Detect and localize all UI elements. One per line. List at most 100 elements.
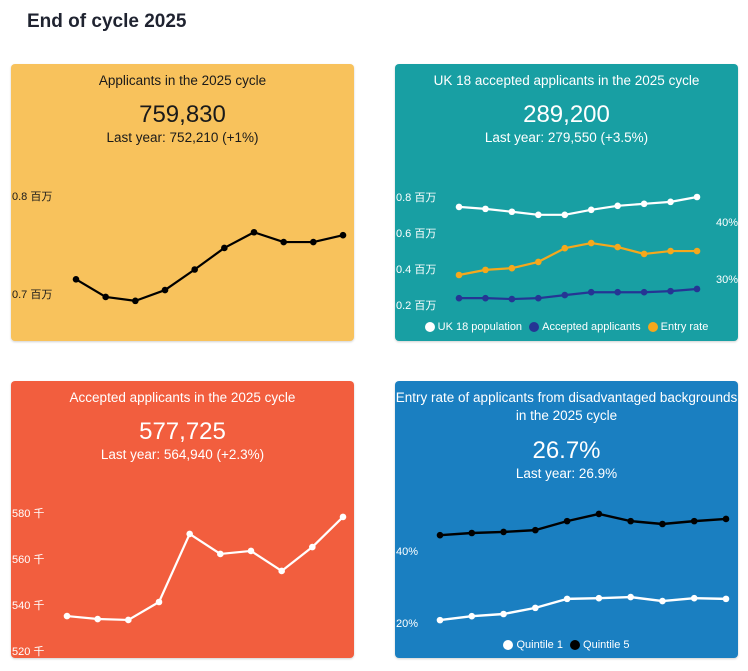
data-point-accepted-applicants-thousands[interactable]: [339, 513, 347, 521]
data-point-applicants-millions[interactable]: [191, 266, 198, 273]
data-point-uk-18-population[interactable]: [482, 205, 489, 213]
data-point-quintile-1[interactable]: [532, 604, 539, 612]
legend-dot-icon: [503, 640, 514, 650]
data-point-uk-18-population[interactable]: [455, 203, 463, 211]
data-point-accepted-applicants-thousands[interactable]: [94, 615, 101, 623]
data-point-quintile-5[interactable]: [722, 515, 730, 523]
data-point-accepted-applicants-thousands[interactable]: [125, 616, 132, 624]
legend-label: Entry rate: [660, 321, 709, 333]
data-point-entry-rate[interactable]: [535, 258, 542, 266]
data-point-accepted-applicants-thousands[interactable]: [278, 567, 285, 575]
data-point-accepted-applicants[interactable]: [508, 295, 516, 303]
data-point-accepted-applicants[interactable]: [587, 288, 595, 296]
headline-value: 26.7%: [532, 437, 601, 464]
legend-label: UK 18 population: [437, 321, 523, 333]
legend-item-quintile-5[interactable]: Quintile 5: [570, 639, 630, 651]
y-tick-label: 540 千: [12, 599, 44, 612]
data-point-entry-rate[interactable]: [561, 244, 569, 252]
y-tick-label: 0.8 百万: [396, 192, 436, 204]
data-point-accepted-applicants[interactable]: [561, 291, 569, 299]
data-point-accepted-applicants-thousands[interactable]: [247, 547, 255, 555]
headline-value: 577,725: [139, 418, 226, 445]
data-point-applicants-millions[interactable]: [339, 231, 347, 239]
data-point-quintile-1[interactable]: [690, 594, 698, 602]
data-point-accepted-applicants-thousands[interactable]: [309, 543, 316, 551]
series-line-accepted-applicants: [459, 287, 698, 301]
data-point-accepted-applicants-thousands[interactable]: [63, 612, 71, 620]
data-point-quintile-5[interactable]: [595, 510, 603, 518]
data-point-quintile-5[interactable]: [436, 531, 444, 539]
data-point-uk-18-population[interactable]: [508, 208, 516, 216]
data-point-quintile-1[interactable]: [627, 593, 634, 601]
data-point-quintile-1[interactable]: [722, 595, 730, 603]
uk18-line-chart: 0.8 百万 0.6 百万 0.4 百万 0.2 百万 40% 30%: [396, 192, 738, 312]
data-point-applicants-millions[interactable]: [221, 244, 228, 252]
chart-legend: Quintile 1 Quintile 5: [395, 639, 738, 653]
data-point-entry-rate[interactable]: [587, 239, 595, 247]
data-point-uk-18-population[interactable]: [561, 211, 569, 219]
y-tick-label: 0.8 百万: [12, 191, 52, 203]
data-point-quintile-5[interactable]: [500, 528, 507, 536]
legend-dot-icon: [529, 322, 540, 332]
data-point-applicants-millions[interactable]: [72, 276, 80, 283]
data-point-entry-rate[interactable]: [693, 247, 701, 255]
data-point-accepted-applicants[interactable]: [640, 288, 648, 296]
data-point-quintile-1[interactable]: [595, 594, 603, 602]
data-point-uk-18-population[interactable]: [640, 200, 648, 208]
data-point-accepted-applicants[interactable]: [693, 285, 701, 293]
data-point-quintile-1[interactable]: [563, 595, 571, 603]
data-point-quintile-1[interactable]: [468, 612, 476, 620]
data-point-quintile-5[interactable]: [659, 520, 666, 528]
legend-label: Quintile 1: [516, 639, 563, 651]
legend-item-uk18-population[interactable]: UK 18 population: [424, 321, 523, 333]
legend-dot-icon: [570, 640, 581, 650]
data-point-applicants-millions[interactable]: [250, 228, 258, 236]
data-point-uk-18-population[interactable]: [535, 211, 542, 219]
legend-item-entry-rate[interactable]: Entry rate: [647, 321, 709, 333]
data-point-accepted-applicants[interactable]: [614, 288, 621, 296]
legend-label: Quintile 5: [583, 639, 630, 651]
quintile-line-chart: 40% 20%: [396, 510, 730, 630]
data-point-quintile-5[interactable]: [627, 517, 634, 525]
data-point-uk-18-population[interactable]: [667, 198, 674, 206]
data-point-applicants-millions[interactable]: [102, 293, 109, 301]
data-point-accepted-applicants[interactable]: [667, 287, 674, 295]
data-point-quintile-1[interactable]: [500, 610, 507, 618]
legend-item-quintile-1[interactable]: Quintile 1: [503, 639, 563, 651]
legend-item-accepted-applicants[interactable]: Accepted applicants: [529, 321, 641, 333]
data-point-applicants-millions[interactable]: [280, 238, 287, 246]
headline-value: 759,830: [139, 101, 226, 128]
y-tick-label: 0.2 百万: [396, 300, 436, 312]
y-tick-label: 580 千: [12, 507, 44, 520]
card-title: Entry rate of applicants from disadvanta…: [395, 390, 738, 423]
data-point-quintile-5[interactable]: [532, 526, 539, 534]
data-point-quintile-1[interactable]: [659, 597, 666, 605]
data-point-quintile-5[interactable]: [563, 517, 571, 525]
legend-dot-icon: [647, 322, 658, 332]
page-title: End of cycle 2025: [27, 11, 187, 32]
data-point-uk-18-population[interactable]: [587, 206, 595, 214]
data-point-applicants-millions[interactable]: [132, 297, 139, 305]
data-point-uk-18-population[interactable]: [614, 202, 621, 210]
data-point-accepted-applicants[interactable]: [482, 294, 489, 302]
data-point-accepted-applicants-thousands[interactable]: [155, 598, 163, 606]
data-point-quintile-5[interactable]: [690, 517, 698, 525]
data-point-entry-rate[interactable]: [667, 247, 674, 255]
data-point-entry-rate[interactable]: [455, 271, 463, 279]
series-line-entry-rate: [458, 241, 697, 277]
y2-tick-label: 40%: [716, 217, 738, 229]
data-point-entry-rate[interactable]: [614, 243, 621, 251]
data-point-accepted-applicants[interactable]: [455, 294, 463, 302]
data-point-applicants-millions[interactable]: [310, 238, 317, 246]
data-point-applicants-millions[interactable]: [161, 286, 169, 294]
data-point-entry-rate[interactable]: [640, 250, 648, 258]
data-point-quintile-5[interactable]: [468, 529, 476, 537]
data-point-entry-rate[interactable]: [508, 264, 516, 272]
data-point-accepted-applicants-thousands[interactable]: [217, 550, 224, 558]
data-point-uk-18-population[interactable]: [693, 193, 701, 201]
data-point-accepted-applicants-thousands[interactable]: [186, 530, 193, 538]
data-point-quintile-1[interactable]: [436, 616, 444, 624]
data-point-entry-rate[interactable]: [482, 266, 489, 274]
accepted-line-chart: 580 千 560 千 540 千 520 千: [12, 507, 347, 658]
data-point-accepted-applicants[interactable]: [535, 294, 542, 302]
